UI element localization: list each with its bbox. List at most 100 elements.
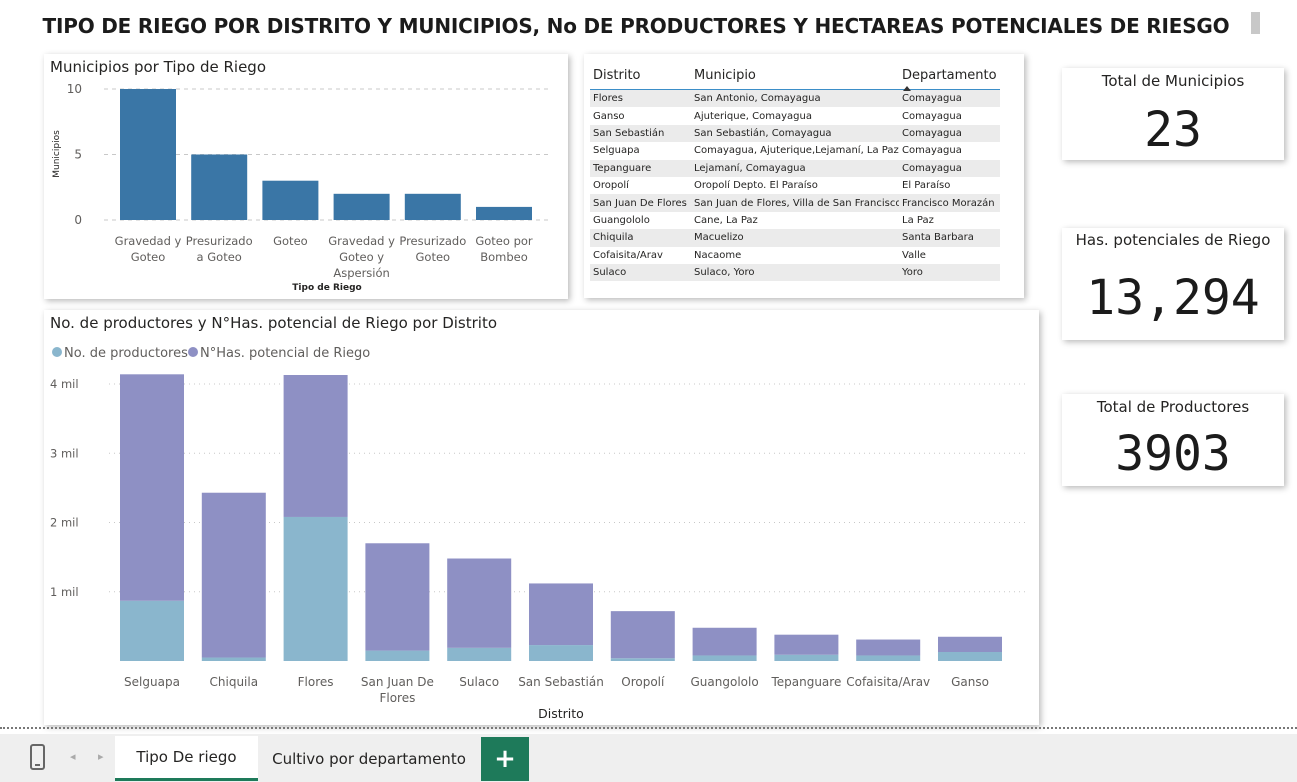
bar-hectareas[interactable] — [693, 628, 757, 656]
distrito-table-card[interactable]: Distrito Municipio Departamento FloresSa… — [584, 54, 1024, 298]
bar[interactable] — [120, 89, 176, 220]
cell-departamento: Comayagua — [899, 93, 1000, 104]
column-header-distrito[interactable]: Distrito — [590, 68, 691, 83]
x-tick-label: Presurizado — [399, 234, 466, 248]
cell-distrito: Oropolí — [590, 180, 691, 191]
bar-productores[interactable] — [202, 658, 266, 661]
table-row[interactable]: ChiquilaMacuelizoSanta Barbara — [590, 229, 1000, 246]
cell-departamento: El Paraíso — [899, 180, 1000, 191]
bar-productores[interactable] — [529, 645, 593, 661]
x-tick-label: Gravedad y — [115, 234, 182, 248]
x-tick-label: Chiquila — [210, 675, 259, 689]
bar-hectareas[interactable] — [938, 637, 1002, 652]
x-tick-label: Oropolí — [621, 675, 665, 689]
bar-hectareas[interactable] — [774, 635, 838, 655]
bar-hectareas[interactable] — [120, 374, 184, 600]
cell-distrito: San Sebastián — [590, 128, 691, 139]
table-row[interactable]: SelguapaComayagua, Ajuterique,Lejamaní, … — [590, 142, 1000, 159]
prev-page-icon[interactable]: ◂ — [70, 750, 76, 763]
x-tick-label: Goteo por — [475, 234, 533, 248]
cell-municipio: San Sebastián, Comayagua — [691, 128, 899, 139]
table-row[interactable]: San Juan De FloresSan Juan de Flores, Vi… — [590, 194, 1000, 211]
cell-distrito: Chiquila — [590, 232, 691, 243]
bar-productores[interactable] — [365, 651, 429, 661]
x-axis-title: Distrito — [538, 706, 584, 721]
table-row[interactable]: San SebastiánSan Sebastián, ComayaguaCom… — [590, 125, 1000, 142]
column-header-municipio[interactable]: Municipio — [691, 68, 899, 83]
kpi-card-hectareas[interactable]: Has. potenciales de Riego 13,294 — [1062, 228, 1284, 340]
productores-stacked-bar-chart[interactable]: No. de productores N°Has. potencial de Ri… — [44, 310, 1039, 725]
bar-productores[interactable] — [693, 655, 757, 661]
bar[interactable] — [191, 155, 247, 221]
x-tick-label: Bombeo — [480, 250, 528, 264]
cell-municipio: San Juan de Flores, Villa de San Francis… — [691, 198, 899, 209]
cell-departamento: Valle — [899, 250, 1000, 261]
x-tick-label: Gravedad y — [328, 234, 395, 248]
cell-municipio: Macuelizo — [691, 232, 899, 243]
kpi-label: Total de Municipios — [1062, 72, 1284, 90]
cell-distrito: Cofaisita/Arav — [590, 250, 691, 261]
bar-hectareas[interactable] — [611, 611, 675, 658]
cell-municipio: Ajuterique, Comayagua — [691, 111, 899, 122]
bar[interactable] — [405, 194, 461, 220]
cell-departamento: Santa Barbara — [899, 232, 1000, 243]
cell-municipio: San Antonio, Comayagua — [691, 93, 899, 104]
cell-distrito: Tepanguare — [590, 163, 691, 174]
kpi-card-municipios[interactable]: Total de Municipios 23 — [1062, 68, 1284, 160]
bar-hectareas[interactable] — [529, 583, 593, 645]
municipios-chart-card[interactable]: Municipios por Tipo de Riego 0510Graveda… — [44, 54, 568, 299]
bar-productores[interactable] — [284, 517, 348, 661]
bar-productores[interactable] — [856, 655, 920, 661]
bar-hectareas[interactable] — [365, 543, 429, 650]
tab-tipo-de-riego[interactable]: Tipo De riego — [115, 736, 258, 781]
cell-municipio: Nacaome — [691, 250, 899, 261]
bar-hectareas[interactable] — [856, 640, 920, 656]
bar-hectareas[interactable] — [202, 493, 266, 658]
y-tick-label: 2 mil — [50, 516, 79, 530]
table-row[interactable]: GuangololoCane, La PazLa Paz — [590, 212, 1000, 229]
cell-municipio: Oropolí Depto. El Paraíso — [691, 180, 899, 191]
table-row[interactable]: Cofaisita/AravNacaomeValle — [590, 247, 1000, 264]
x-tick-label: Guangololo — [691, 675, 759, 689]
table-row[interactable]: OropolíOropolí Depto. El ParaísoEl Paraí… — [590, 177, 1000, 194]
bar-hectareas[interactable] — [284, 375, 348, 517]
table-row[interactable]: TepanguareLejamaní, ComayaguaComayagua — [590, 160, 1000, 177]
table-row[interactable]: FloresSan Antonio, ComayaguaComayagua — [590, 90, 1000, 107]
cell-departamento: Comayagua — [899, 145, 1000, 156]
x-tick-label: Ganso — [951, 675, 989, 689]
cell-distrito: Ganso — [590, 111, 691, 122]
bar[interactable] — [262, 181, 318, 220]
y-tick-label: 0 — [74, 213, 82, 227]
column-header-departamento[interactable]: Departamento — [899, 68, 1000, 83]
bar-productores[interactable] — [938, 652, 1002, 661]
bar-productores[interactable] — [774, 655, 838, 661]
add-page-button[interactable]: + — [481, 737, 529, 781]
municipios-bar-chart[interactable]: 0510Gravedad yGoteoPresurizadoa GoteoGot… — [44, 54, 568, 299]
tab-cultivo-por-departamento[interactable]: Cultivo por departamento — [262, 736, 476, 781]
table-row[interactable]: GansoAjuterique, ComayaguaComayagua — [590, 107, 1000, 124]
x-tick-label: Aspersión — [333, 266, 389, 280]
kpi-card-productores[interactable]: Total de Productores 3903 — [1062, 394, 1284, 486]
kpi-value: 3903 — [1062, 426, 1284, 482]
bar[interactable] — [476, 207, 532, 220]
bar-productores[interactable] — [611, 658, 675, 661]
bar-productores[interactable] — [120, 601, 184, 661]
table-row[interactable]: SulacoSulaco, YoroYoro — [590, 264, 1000, 281]
bar-hectareas[interactable] — [447, 559, 511, 648]
cell-departamento: La Paz — [899, 215, 1000, 226]
legend-marker — [188, 347, 198, 357]
scroll-handle[interactable] — [1251, 12, 1260, 34]
page-title: TIPO DE RIEGO POR DISTRITO Y MUNICIPIOS,… — [0, 14, 1272, 38]
productores-chart-card[interactable]: No. de productores y N°Has. potencial de… — [44, 310, 1039, 725]
x-tick-label: Selguapa — [124, 675, 180, 689]
legend-marker — [52, 347, 62, 357]
cell-municipio: Comayagua, Ajuterique,Lejamaní, La Paz — [691, 145, 899, 156]
kpi-label: Total de Productores — [1062, 398, 1284, 416]
next-page-icon[interactable]: ▸ — [98, 750, 104, 763]
bar-productores[interactable] — [447, 648, 511, 661]
mobile-layout-icon[interactable] — [30, 744, 45, 770]
x-tick-label: San Sebastián — [518, 675, 604, 689]
legend-label: N°Has. potencial de Riego — [200, 346, 370, 361]
legend-label: No. de productores — [64, 346, 188, 361]
bar[interactable] — [334, 194, 390, 220]
